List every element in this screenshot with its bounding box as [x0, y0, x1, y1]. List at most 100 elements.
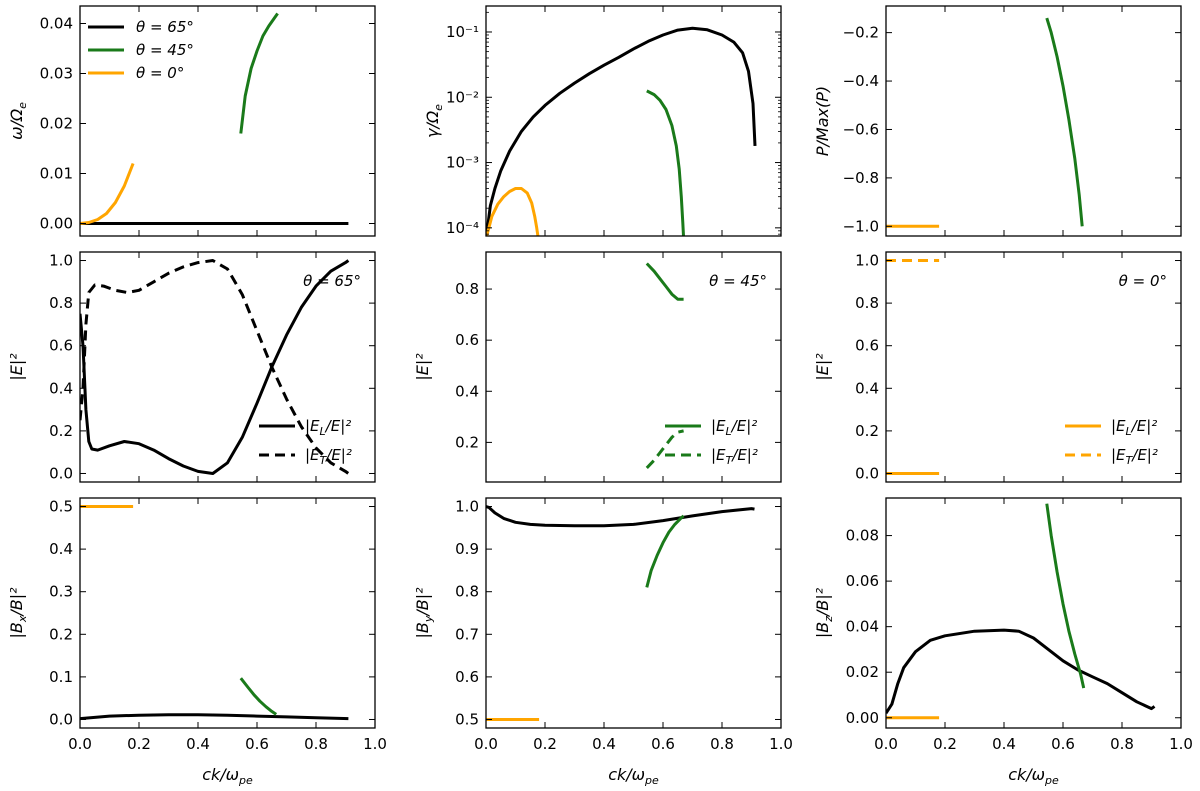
y-tick-label: 0.3 — [49, 583, 73, 601]
series-line-45 — [1045, 17, 1084, 227]
series-line-ETE — [645, 429, 684, 469]
x-tick-label: 0.4 — [186, 735, 210, 753]
series-line-65 — [80, 713, 349, 721]
y-tick-label: 0.8 — [49, 294, 73, 312]
y-axis-label: |By​/B|² — [413, 587, 435, 639]
y-axis-label: |E|² — [413, 353, 432, 381]
x-tick-label: 0.0 — [874, 735, 898, 753]
y-tick-label: 0.6 — [855, 337, 879, 355]
y-axis-label: |E|² — [813, 353, 832, 381]
y-tick-label: 0.6 — [49, 337, 73, 355]
legend-label: |EL​/E|² — [305, 417, 351, 438]
panel-By: 0.0 0.2 0.4 0.6 0.8 1.0 0.5 0.6 0.7 0.8 0.9 1.0 |By​… — [413, 497, 793, 787]
y-tick-label: 0.8 — [455, 583, 479, 601]
y-axis-label: ω/Ωe​ — [7, 102, 29, 140]
series-line-0 — [486, 187, 540, 236]
panel-E0: 0.0 0.2 0.4 0.6 0.8 1.0 |E|² θ = 0° |EL​/E|² |ET​… — [813, 251, 1182, 483]
axes-frame — [885, 5, 1182, 237]
series-group — [80, 259, 350, 475]
panel-omega: 0.00 0.01 0.02 0.03 0.04 ω/Ωe​ θ = 65° θ = 45° θ… — [7, 5, 376, 237]
theta-annotation: θ = 45° — [709, 272, 767, 290]
x-tick-label: 0.8 — [710, 735, 734, 753]
y-tick-label: 1.0 — [455, 498, 479, 516]
x-tick-label: 0.8 — [1110, 735, 1134, 753]
y-tick-label: 0.5 — [49, 498, 73, 516]
y-tick-label: 0.4 — [49, 540, 73, 558]
legend-label: |EL​/E|² — [711, 417, 757, 438]
y-tick-label: 0.00 — [846, 709, 879, 727]
series-line-65 — [486, 505, 755, 528]
axes-frame — [885, 497, 1182, 729]
x-tick-label: 0.2 — [933, 735, 957, 753]
y-tick-label: 1.0 — [855, 252, 879, 270]
panel-Bz: 0.0 0.2 0.4 0.6 0.8 1.0 0.00 0.02 0.04 0.06 0.08 |B… — [813, 497, 1193, 787]
legend-label: |EL​/E|² — [1111, 417, 1157, 438]
y-tick-label: 0.06 — [846, 572, 879, 590]
y-tick-label: 0.8 — [855, 294, 879, 312]
x-tick-label: 1.0 — [363, 735, 387, 753]
theta-annotation: θ = 65° — [303, 272, 361, 290]
y-tick-label: 0.4 — [855, 379, 879, 397]
axes-frame — [485, 251, 782, 483]
y-tick-label: 0.0 — [49, 710, 73, 728]
axes-frame — [485, 5, 782, 237]
y-tick-label: −0.8 — [843, 169, 879, 187]
y-tick-label: 0.1 — [49, 668, 73, 686]
x-tick-label: 0.0 — [68, 735, 92, 753]
y-tick-label: 0.08 — [846, 527, 879, 545]
x-tick-label: 0.6 — [245, 735, 269, 753]
x-tick-label: 0.8 — [304, 735, 328, 753]
y-tick-label: 0.9 — [455, 540, 479, 558]
x-axis-label: ck/ωpe​ — [608, 765, 659, 787]
series-line-45 — [645, 514, 685, 588]
y-tick-label: 0.2 — [455, 433, 479, 451]
x-tick-label: 0.0 — [474, 735, 498, 753]
y-tick-label: 10⁻² — [446, 88, 479, 106]
x-tick-label: 0.6 — [1051, 735, 1075, 753]
y-tick-label: 0.00 — [40, 215, 73, 233]
y-tick-label: 0.2 — [49, 422, 73, 440]
x-tick-label: 0.4 — [992, 735, 1016, 753]
y-tick-label: −1.0 — [843, 217, 879, 235]
y-tick-label: 0.02 — [40, 115, 73, 133]
theta-annotation: θ = 0° — [1119, 272, 1167, 290]
series-group — [886, 259, 940, 475]
series-group — [80, 505, 349, 721]
y-tick-label: −0.2 — [843, 24, 879, 42]
y-tick-label: 0.6 — [455, 331, 479, 349]
y-tick-label: −0.6 — [843, 120, 879, 138]
x-tick-label: 0.4 — [592, 735, 616, 753]
y-tick-label: 0.4 — [455, 382, 479, 400]
y-axis-label: P/Max(P) — [813, 86, 832, 156]
legend-label: θ = 45° — [136, 41, 194, 59]
panel-E65: 0.0 0.2 0.4 0.6 0.8 1.0 |E|² θ = 65° |EL​/E|² |ET… — [7, 251, 376, 483]
axes-frame — [885, 251, 1182, 483]
panel-gamma: 10⁻⁴ 10⁻³ 10⁻² 10⁻¹ γ/Ωe​ — [423, 5, 782, 237]
y-tick-label: 0.5 — [455, 710, 479, 728]
axes-frame — [79, 251, 376, 483]
y-tick-label: 0.01 — [40, 165, 73, 183]
series-group — [486, 26, 757, 236]
y-tick-label: 0.04 — [40, 15, 73, 33]
y-tick-label: 10⁻³ — [446, 154, 479, 172]
series-group — [886, 17, 1084, 228]
series-line-45 — [1045, 503, 1086, 689]
x-tick-label: 1.0 — [769, 735, 793, 753]
series-line-65 — [886, 628, 1156, 715]
series-group — [80, 12, 349, 225]
y-tick-label: −0.4 — [843, 72, 879, 90]
series-group — [645, 262, 684, 469]
panel-power: −1.0 −0.8 −0.6 −0.4 −0.2 P/Max(P) — [813, 5, 1182, 237]
series-line-ELE — [645, 262, 684, 301]
y-tick-label: 0.04 — [846, 618, 879, 636]
series-group — [886, 503, 1156, 720]
y-tick-label: 0.8 — [455, 280, 479, 298]
y-tick-label: 10⁻¹ — [446, 23, 479, 41]
series-line-0 — [80, 162, 135, 225]
y-tick-label: 0.4 — [49, 379, 73, 397]
y-tick-label: 1.0 — [49, 252, 73, 270]
y-tick-label: 10⁻⁴ — [446, 219, 479, 237]
legend-label: θ = 0° — [136, 64, 184, 82]
x-tick-label: 0.6 — [651, 735, 675, 753]
